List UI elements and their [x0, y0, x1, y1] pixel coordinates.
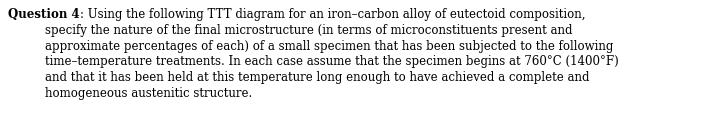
Text: approximate percentages of each) of a small specimen that has been subjected to : approximate percentages of each) of a sm…: [45, 40, 613, 53]
Text: : Using the following TTT diagram for an iron–carbon alloy of eutectoid composit: : Using the following TTT diagram for an…: [80, 8, 585, 21]
Text: homogeneous austenitic structure.: homogeneous austenitic structure.: [45, 87, 252, 100]
Text: and that it has been held at this temperature long enough to have achieved a com: and that it has been held at this temper…: [45, 71, 590, 84]
Text: time–temperature treatments. In each case assume that the specimen begins at 760: time–temperature treatments. In each cas…: [45, 55, 619, 68]
Text: Question 4: Question 4: [8, 8, 80, 21]
Text: specify the nature of the final microstructure (in terms of microconstituents pr: specify the nature of the final microstr…: [45, 24, 573, 37]
